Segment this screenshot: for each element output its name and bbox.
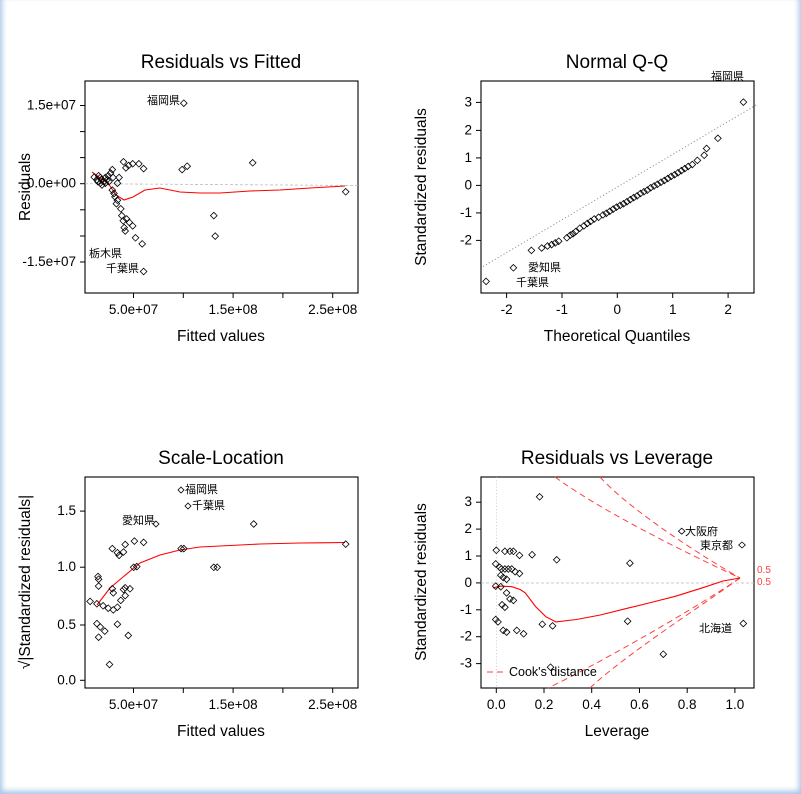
svg-text:北海道: 北海道: [699, 620, 732, 636]
svg-text:東京都: 東京都: [700, 537, 733, 553]
svg-text:Residuals vs Leverage: Residuals vs Leverage: [521, 448, 713, 469]
svg-text:Standardized residuals: Standardized residuals: [413, 503, 430, 661]
svg-text:Fitted values: Fitted values: [177, 328, 265, 345]
svg-text:-1: -1: [460, 205, 472, 220]
svg-text:0.8: 0.8: [678, 697, 697, 712]
svg-text:1.5e+07: 1.5e+07: [27, 98, 76, 113]
svg-text:Standardized residuals: Standardized residuals: [413, 108, 430, 266]
svg-text:愛知県: 愛知県: [122, 512, 155, 528]
svg-text:Residuals: Residuals: [17, 153, 34, 221]
svg-text:0.0: 0.0: [487, 697, 506, 712]
svg-text:0.4: 0.4: [582, 697, 601, 712]
svg-text:0.5: 0.5: [757, 577, 771, 588]
svg-text:1: 1: [464, 150, 472, 165]
svg-text:1: 1: [464, 548, 472, 563]
svg-text:5.0e+07: 5.0e+07: [109, 697, 158, 712]
svg-text:√|Standardized residuals|: √|Standardized residuals|: [17, 495, 34, 669]
svg-text:2.5e+08: 2.5e+08: [308, 302, 357, 317]
svg-text:千葉県: 千葉県: [192, 497, 225, 513]
svg-text:0: 0: [614, 302, 622, 317]
svg-text:1.5: 1.5: [57, 503, 76, 518]
svg-text:-3: -3: [460, 656, 472, 671]
svg-text:1.5e+08: 1.5e+08: [209, 302, 258, 317]
svg-text:3: 3: [464, 94, 472, 109]
svg-text:0.0e+00: 0.0e+00: [27, 176, 76, 191]
svg-text:-2: -2: [501, 302, 513, 317]
svg-text:2.5e+08: 2.5e+08: [308, 697, 357, 712]
svg-text:1.0: 1.0: [726, 697, 745, 712]
svg-text:-2: -2: [460, 629, 472, 644]
svg-text:Residuals vs Fitted: Residuals vs Fitted: [141, 52, 302, 73]
svg-text:0.5: 0.5: [57, 617, 76, 632]
svg-text:1: 1: [669, 302, 677, 317]
svg-text:0: 0: [464, 177, 472, 192]
svg-text:Leverage: Leverage: [585, 723, 650, 740]
svg-text:-1.5e+07: -1.5e+07: [22, 254, 76, 269]
svg-text:Fitted values: Fitted values: [177, 723, 265, 740]
svg-text:0.2: 0.2: [535, 697, 554, 712]
svg-text:千葉県: 千葉県: [516, 274, 549, 290]
svg-text:Scale-Location: Scale-Location: [158, 448, 284, 469]
svg-text:2: 2: [464, 521, 472, 536]
svg-text:1.5e+08: 1.5e+08: [209, 697, 258, 712]
svg-text:千葉県: 千葉県: [106, 260, 139, 276]
svg-text:福岡県: 福岡県: [147, 92, 180, 108]
svg-text:Normal Q-Q: Normal Q-Q: [566, 52, 668, 73]
svg-text:0: 0: [464, 575, 472, 590]
svg-text:-2: -2: [460, 232, 472, 247]
svg-text:2: 2: [464, 122, 472, 137]
svg-text:1.0: 1.0: [57, 559, 76, 574]
svg-text:3: 3: [464, 494, 472, 509]
svg-text:Cook's distance: Cook's distance: [509, 665, 597, 679]
svg-text:-1: -1: [556, 302, 568, 317]
svg-text:栃木県: 栃木県: [89, 245, 122, 261]
svg-text:2: 2: [724, 302, 732, 317]
svg-text:福岡県: 福岡県: [711, 68, 744, 84]
svg-text:0.0: 0.0: [57, 672, 76, 687]
svg-text:Theoretical Quantiles: Theoretical Quantiles: [544, 328, 691, 345]
svg-text:0.6: 0.6: [630, 697, 649, 712]
svg-text:-1: -1: [460, 602, 472, 617]
svg-text:愛知県: 愛知県: [528, 259, 561, 275]
svg-text:0.5: 0.5: [757, 565, 771, 576]
svg-text:5.0e+07: 5.0e+07: [109, 302, 158, 317]
svg-text:福岡県: 福岡県: [185, 481, 218, 497]
